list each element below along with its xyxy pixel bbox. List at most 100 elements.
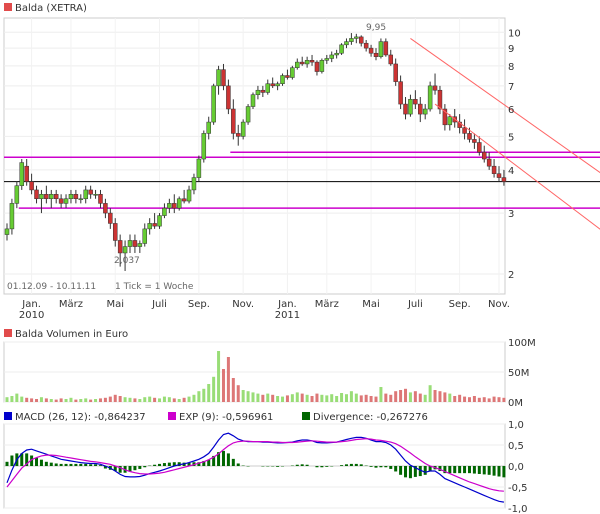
candle-body [467, 133, 472, 140]
volume-bar [15, 393, 19, 402]
divergence-bar [340, 465, 344, 466]
volume-bar [458, 394, 462, 402]
divergence-bar [320, 466, 324, 468]
candle-body [83, 189, 88, 200]
tick-text: 1 Tick = 1 Woche [115, 282, 194, 292]
candle-body [44, 194, 49, 200]
divergence-bar [389, 466, 393, 469]
divergence-bar [369, 466, 373, 467]
candle-body [388, 54, 394, 65]
exp-line [6, 438, 504, 492]
divergence-bar [212, 455, 216, 466]
price-x-year: 2010 [19, 310, 44, 321]
macd-legend-swatch [4, 412, 12, 420]
divergence-bar [202, 460, 206, 466]
divergence-bar [482, 466, 486, 475]
volume-bar [330, 394, 334, 402]
candle-body [329, 54, 334, 59]
candle-body [167, 203, 172, 209]
divergence-bar [49, 462, 53, 466]
divergence-bar [354, 463, 358, 466]
volume-bar [325, 395, 329, 402]
price-y-tick: 8 [508, 62, 514, 73]
divergence-bar [472, 466, 476, 474]
volume-bar [20, 396, 24, 402]
candle-body [206, 121, 211, 134]
candle-body [418, 103, 423, 115]
divergence-bar [428, 466, 432, 472]
candle-body [162, 207, 167, 216]
candle-body [432, 85, 438, 91]
candle-body [211, 85, 216, 123]
divergence-bar [379, 466, 383, 468]
divergence-bar [413, 466, 417, 477]
divergence-bar [162, 463, 166, 466]
candle-body [137, 243, 143, 247]
volume-bar [226, 357, 230, 402]
candle-body [78, 198, 84, 201]
divergence-bar [217, 452, 221, 466]
candle-body [324, 58, 330, 61]
divergence-bar [502, 466, 506, 478]
divergence-bar [143, 466, 147, 468]
divergence-bar [492, 466, 496, 476]
candle-body [226, 85, 231, 110]
candle-body [491, 165, 497, 174]
candle-body [117, 240, 123, 254]
candle-body [4, 228, 10, 235]
divergence-bar [384, 466, 388, 468]
price-y-tick: 5 [508, 132, 514, 143]
volume-bar [182, 397, 186, 402]
divergence-bar [423, 466, 427, 475]
volume-bar [113, 394, 117, 402]
candle-body [398, 81, 403, 105]
exp-legend: EXP (9): -0,596961 [179, 412, 273, 423]
volume-y-tick: 0M [508, 398, 523, 409]
volume-bar [251, 392, 255, 402]
candle-body [63, 198, 69, 204]
volume-bar [49, 399, 53, 402]
volume-bar [281, 396, 285, 402]
volume-bar [172, 398, 176, 402]
divergence-bar [98, 465, 102, 466]
price-x-tick: Sep. [449, 299, 471, 310]
candle-body [413, 99, 418, 105]
volume-bar [320, 394, 324, 402]
divergence-bar [74, 463, 78, 466]
price-legend-swatch [4, 3, 12, 11]
volume-bar [276, 396, 280, 402]
candle-body [383, 41, 389, 56]
volume-bar [89, 399, 93, 402]
candle-body [108, 212, 113, 224]
candle-body [157, 215, 162, 227]
macd-y-axis: 1,0 0,5 0,0 -0,5 -1,0 [508, 420, 528, 514]
volume-bar [30, 398, 34, 402]
divergence-bar [94, 464, 98, 466]
volume-bar [261, 394, 265, 402]
divergence-bar [448, 466, 452, 474]
candle-body [147, 223, 152, 230]
candle-body [314, 61, 320, 72]
divergence-bar [497, 466, 501, 477]
macd-y-tick: -0,5 [508, 483, 528, 494]
price-x-tick: Mai [362, 299, 380, 310]
volume-bar [408, 392, 412, 402]
volume-bar [162, 396, 166, 402]
candle-body [73, 194, 79, 200]
price-y-tick: 7 [508, 82, 514, 93]
volume-bar [369, 396, 373, 402]
divergence-bar [167, 462, 171, 466]
volume-bar [167, 397, 171, 402]
price-x-tick: Nov. [488, 299, 510, 310]
divergence-bar [89, 464, 93, 466]
divergence-bar [187, 462, 191, 466]
candle-body [176, 198, 182, 209]
volume-bar [394, 391, 398, 402]
candle-body [186, 189, 192, 202]
candle-body [250, 94, 256, 107]
candle-body [152, 223, 157, 227]
divergence-bar [359, 464, 363, 466]
divergence-bar [113, 466, 117, 472]
candle-body [98, 194, 103, 204]
volume-bar [246, 391, 250, 402]
